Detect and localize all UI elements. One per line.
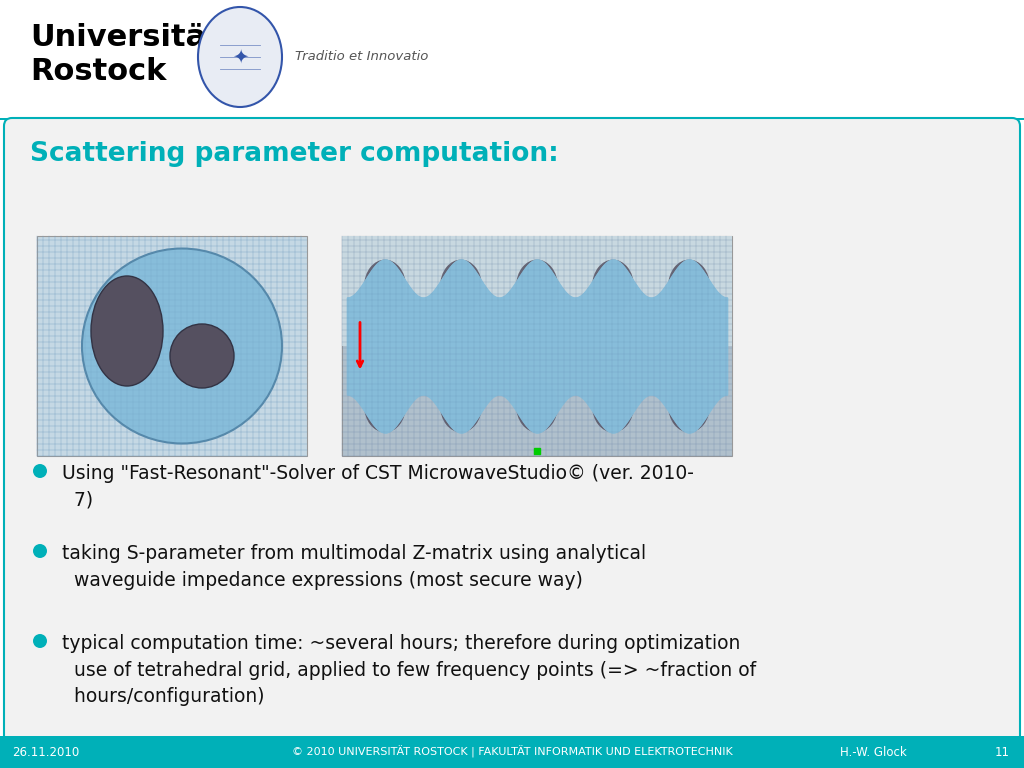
Circle shape <box>33 544 47 558</box>
Text: Scattering parameter computation:: Scattering parameter computation: <box>30 141 559 167</box>
Circle shape <box>170 324 234 388</box>
Ellipse shape <box>592 379 634 432</box>
Ellipse shape <box>198 7 282 107</box>
Circle shape <box>33 464 47 478</box>
Bar <box>0 0 1024 118</box>
Text: 11: 11 <box>995 746 1010 759</box>
Ellipse shape <box>82 249 282 443</box>
Bar <box>37 236 307 456</box>
FancyBboxPatch shape <box>4 118 1020 744</box>
Ellipse shape <box>91 276 163 386</box>
Bar <box>0 736 1024 768</box>
Text: Traditio et Innovatio: Traditio et Innovatio <box>295 51 428 64</box>
Text: ✦: ✦ <box>231 48 248 67</box>
Text: typical computation time: ~several hours; therefore during optimization
  use of: typical computation time: ~several hours… <box>62 634 756 706</box>
Text: taking S-parameter from multimodal Z-matrix using analytical
  waveguide impedan: taking S-parameter from multimodal Z-mat… <box>62 544 646 590</box>
Ellipse shape <box>440 260 482 313</box>
Bar <box>342 236 732 456</box>
Bar <box>0 118 1024 120</box>
Ellipse shape <box>365 260 406 313</box>
Bar <box>342 236 732 346</box>
Text: Rostock: Rostock <box>30 58 166 87</box>
Text: Using "Fast-Resonant"-Solver of CST MicrowaveStudio© (ver. 2010-
  7): Using "Fast-Resonant"-Solver of CST Micr… <box>62 464 694 509</box>
Text: 26.11.2010: 26.11.2010 <box>12 746 79 759</box>
Ellipse shape <box>365 379 406 432</box>
Text: Universität: Universität <box>30 24 221 52</box>
Text: © 2010 UNIVERSITÄT ROSTOCK | FAKULTÄT INFORMATIK UND ELEKTROTECHNIK: © 2010 UNIVERSITÄT ROSTOCK | FAKULTÄT IN… <box>292 746 732 758</box>
Ellipse shape <box>516 379 558 432</box>
Circle shape <box>33 634 47 648</box>
Ellipse shape <box>440 379 482 432</box>
Text: H.-W. Glock: H.-W. Glock <box>840 746 906 759</box>
Ellipse shape <box>516 260 558 313</box>
Ellipse shape <box>668 260 710 313</box>
Ellipse shape <box>592 260 634 313</box>
Ellipse shape <box>668 379 710 432</box>
